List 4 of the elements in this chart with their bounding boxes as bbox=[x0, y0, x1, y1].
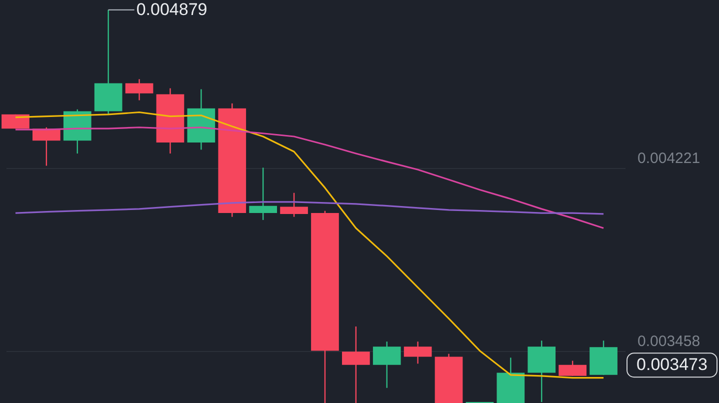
text: 0.003473 bbox=[636, 355, 708, 374]
annotation: 0.004879 bbox=[136, 0, 208, 19]
y-tick-label: 0.004221 bbox=[638, 150, 700, 168]
y-tick-label: 0.003458 bbox=[638, 333, 700, 350]
